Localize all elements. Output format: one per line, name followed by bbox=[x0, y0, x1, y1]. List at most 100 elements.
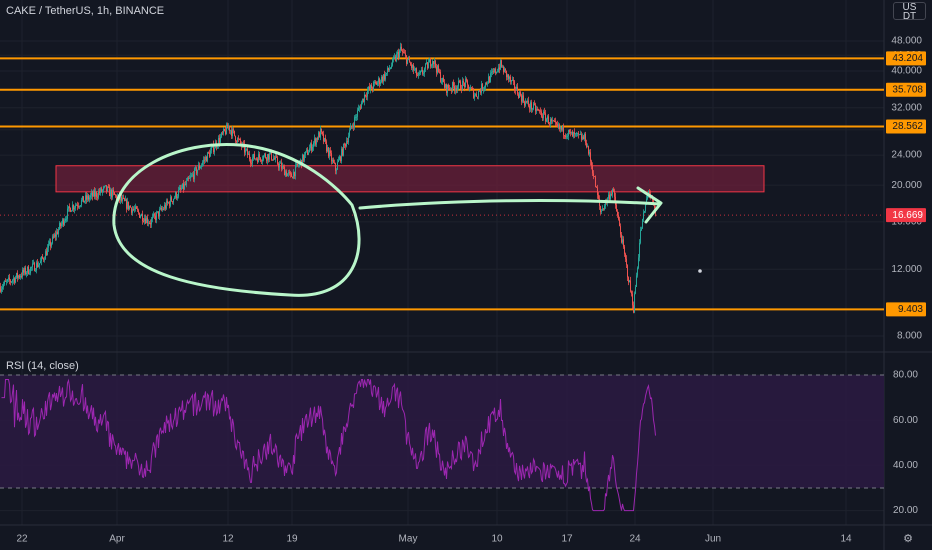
candle-body bbox=[482, 83, 483, 91]
candle-body bbox=[449, 88, 450, 90]
price-tick-label: 8.000 bbox=[897, 331, 922, 342]
candle-body bbox=[429, 59, 430, 63]
candle-body bbox=[320, 128, 321, 138]
candle-body bbox=[59, 223, 60, 230]
candle-body bbox=[20, 276, 21, 278]
candle-body bbox=[522, 95, 523, 102]
candle-body bbox=[577, 132, 578, 134]
candle-body bbox=[174, 197, 175, 199]
candle-body bbox=[457, 86, 458, 90]
candle-body bbox=[286, 171, 287, 177]
candle-body bbox=[108, 186, 109, 188]
candle-body bbox=[288, 172, 289, 174]
level-tag: 28.562 bbox=[892, 121, 923, 132]
candle-body bbox=[265, 154, 266, 158]
candle-body bbox=[481, 83, 482, 93]
candle-body bbox=[426, 62, 427, 64]
candle-body bbox=[617, 211, 618, 216]
candle-body bbox=[629, 280, 630, 283]
candle-body bbox=[6, 281, 7, 282]
candle-body bbox=[376, 82, 377, 85]
candle-body bbox=[229, 126, 230, 132]
settings-gear-icon[interactable]: ⚙ bbox=[903, 532, 913, 545]
chart-title: CAKE / TetherUS, 1h, BINANCE bbox=[6, 5, 165, 17]
candle-body bbox=[641, 228, 642, 231]
candle-body bbox=[210, 150, 211, 157]
candle-body bbox=[468, 84, 469, 91]
candle-body bbox=[38, 264, 39, 267]
price-tick-label: 20.000 bbox=[891, 180, 922, 191]
candle-body bbox=[121, 197, 122, 201]
candle-body bbox=[654, 205, 655, 209]
candle-body bbox=[461, 88, 462, 90]
candle-body bbox=[282, 165, 283, 169]
candle-body bbox=[443, 77, 444, 83]
candle-body bbox=[179, 187, 180, 190]
candle-body bbox=[79, 206, 80, 208]
candle-body bbox=[302, 154, 303, 166]
candle-body bbox=[337, 162, 338, 170]
candle-body bbox=[14, 278, 15, 283]
candle-body bbox=[317, 138, 318, 140]
candle-body bbox=[8, 277, 9, 280]
candle-body bbox=[236, 141, 237, 143]
candle-body bbox=[267, 154, 268, 161]
candle-body bbox=[180, 187, 181, 190]
candle-body bbox=[628, 277, 629, 283]
candle-body bbox=[452, 82, 453, 90]
candle-body bbox=[384, 74, 385, 80]
candle-body bbox=[323, 133, 324, 142]
candle-body bbox=[109, 187, 110, 197]
candle-body bbox=[209, 152, 210, 157]
candle-body bbox=[10, 280, 11, 282]
candle-body bbox=[621, 234, 622, 243]
candle-body bbox=[318, 132, 319, 140]
candle-body bbox=[235, 135, 236, 142]
candle-body bbox=[460, 81, 461, 89]
candle-body bbox=[314, 138, 315, 143]
candle-body bbox=[586, 142, 587, 147]
currency-badge[interactable]: US DT bbox=[893, 2, 926, 22]
candle-body bbox=[465, 79, 466, 88]
candle-body bbox=[622, 239, 623, 243]
candle-body bbox=[640, 230, 641, 243]
candle-body bbox=[619, 219, 620, 227]
candle-body bbox=[169, 202, 170, 206]
candle-body bbox=[502, 66, 503, 68]
candle-body bbox=[346, 141, 347, 147]
candle-body bbox=[433, 61, 434, 65]
time-tick-label: 24 bbox=[629, 534, 641, 545]
time-tick-label: Jun bbox=[705, 534, 721, 545]
candle-body bbox=[553, 120, 554, 122]
candle-body bbox=[359, 107, 360, 109]
candle-body bbox=[81, 200, 82, 206]
candle-body bbox=[438, 65, 439, 72]
candle-body bbox=[128, 201, 129, 209]
candle-body bbox=[222, 132, 223, 134]
candle-body bbox=[99, 191, 100, 193]
candle-body bbox=[102, 189, 103, 192]
candle-body bbox=[190, 176, 191, 178]
level-tag: 35.708 bbox=[892, 84, 923, 95]
candle-body bbox=[310, 143, 311, 149]
candle-body bbox=[458, 81, 459, 87]
candle-body bbox=[134, 209, 135, 210]
candle-body bbox=[339, 156, 340, 160]
candle-body bbox=[304, 154, 305, 161]
candle-body bbox=[82, 196, 83, 201]
candle-body bbox=[198, 165, 199, 170]
candle-body bbox=[226, 124, 227, 135]
candle-body bbox=[400, 46, 401, 51]
candle-body bbox=[277, 157, 278, 164]
candle-body bbox=[298, 165, 299, 167]
candle-body bbox=[106, 185, 107, 192]
candle-body bbox=[496, 71, 497, 74]
candle-body bbox=[256, 158, 257, 160]
candle-body bbox=[648, 191, 649, 195]
candle-body bbox=[639, 242, 640, 258]
candle-body bbox=[409, 58, 410, 63]
candle-body bbox=[453, 82, 454, 86]
candle-body bbox=[459, 81, 460, 82]
candle-body bbox=[207, 152, 208, 162]
